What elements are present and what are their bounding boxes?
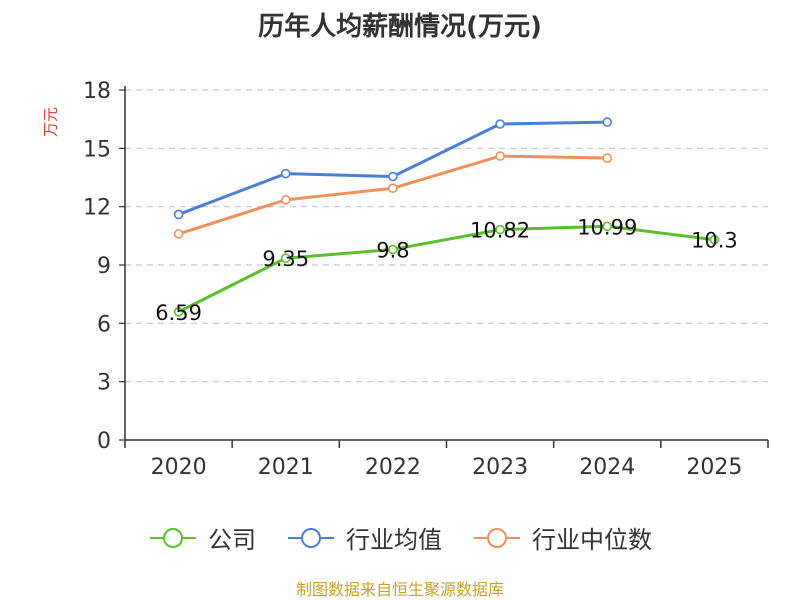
legend-swatch-company-icon (150, 527, 196, 548)
series-point-1 (280, 168, 291, 179)
series-point-0 (280, 253, 291, 263)
series-point-1 (173, 209, 184, 220)
series-point-2 (388, 183, 398, 193)
data-label: 10.82 (470, 219, 530, 243)
series-point-1 (602, 117, 613, 127)
data-label: 10.99 (577, 215, 637, 239)
series-point-0 (602, 221, 613, 232)
legend: 公司 行业均值 行业中位数 (0, 520, 800, 555)
y-tick-label: 12 (83, 196, 111, 221)
data-label: 9.35 (262, 247, 309, 271)
legend-item-company[interactable]: 公司 (148, 520, 256, 555)
chart-title: 历年人均薪酬情况(万元) (258, 12, 542, 42)
series-line-1 (178, 120, 608, 216)
legend-label-company: 公司 (208, 526, 256, 554)
data-label: 6.59 (155, 301, 202, 325)
series-point-2 (173, 229, 184, 239)
source-footer: 制图数据来自恒生聚源数据库 (295, 580, 504, 599)
x-tick-label: 2021 (258, 455, 314, 480)
legend-swatch-industry-median-icon (474, 527, 520, 548)
series-point-0 (709, 234, 720, 245)
x-tick-label: 2020 (151, 455, 207, 480)
data-label: 10.3 (691, 229, 738, 253)
series-point-2 (280, 195, 291, 205)
series-line-0 (177, 224, 715, 314)
legend-label-industry-mean: 行业均值 (346, 526, 442, 554)
series-point-1 (388, 171, 398, 182)
series-point-0 (495, 224, 505, 235)
y-tick-label: 6 (97, 312, 111, 337)
series-point-2 (495, 151, 505, 161)
data-label: 9.8 (376, 238, 409, 262)
series-point-1 (495, 119, 505, 129)
y-tick-label: 0 (97, 429, 111, 454)
legend-item-industry-median[interactable]: 行业中位数 (472, 520, 652, 555)
x-tick-label: 2025 (686, 455, 742, 480)
y-tick-label: 18 (83, 79, 111, 104)
y-tick-label: 3 (97, 371, 111, 396)
legend-label-industry-median: 行业中位数 (532, 526, 652, 554)
legend-item-industry-mean[interactable]: 行业均值 (286, 520, 442, 555)
y-tick-label: 9 (97, 254, 111, 279)
x-tick-label: 2023 (472, 455, 528, 480)
series-point-2 (602, 153, 613, 163)
x-tick-label: 2022 (365, 455, 421, 480)
legend-swatch-industry-mean-icon (288, 527, 334, 548)
series-line-2 (178, 154, 608, 236)
x-tick-label: 2024 (579, 455, 635, 480)
series-point-0 (173, 307, 184, 317)
series-point-0 (388, 244, 398, 255)
y-tick-label: 15 (83, 137, 111, 162)
